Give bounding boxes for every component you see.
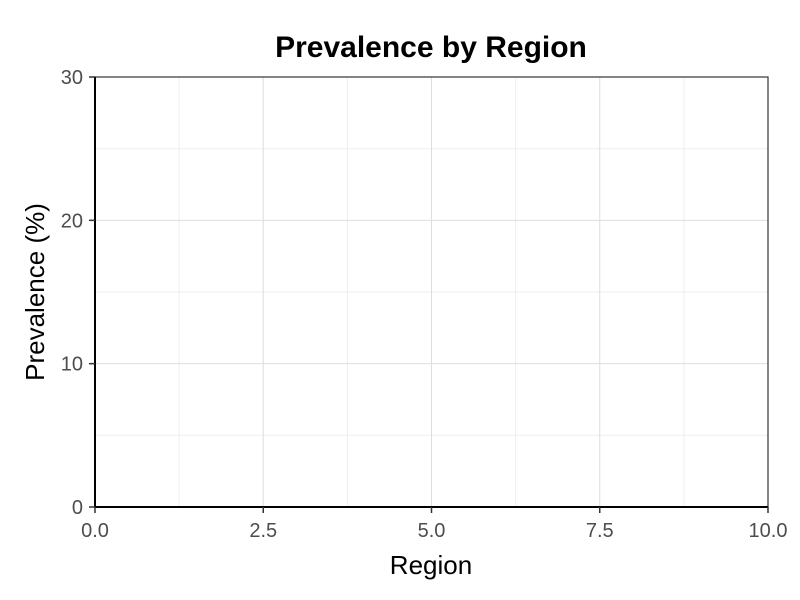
y-tick-label: 0 bbox=[72, 497, 83, 519]
chart-title: Prevalence by Region bbox=[275, 31, 587, 64]
x-tick-label: 2.5 bbox=[249, 520, 277, 542]
y-tick-label: 20 bbox=[61, 210, 83, 232]
x-tick-label: 0.0 bbox=[81, 520, 109, 542]
y-tick-label: 10 bbox=[61, 354, 83, 376]
y-tick-label: 30 bbox=[61, 67, 83, 89]
plot-panel bbox=[94, 76, 769, 508]
x-axis-ticks: 0.0 2.5 5.0 7.5 10.0 bbox=[81, 507, 787, 542]
y-axis-title: Prevalence (%) bbox=[20, 203, 50, 381]
x-axis-title: Region bbox=[390, 550, 472, 580]
x-tick-label: 5.0 bbox=[418, 520, 446, 542]
x-tick-label: 10.0 bbox=[749, 520, 788, 542]
y-axis-ticks: 0 10 20 30 bbox=[61, 67, 95, 519]
x-tick-label: 7.5 bbox=[586, 520, 614, 542]
